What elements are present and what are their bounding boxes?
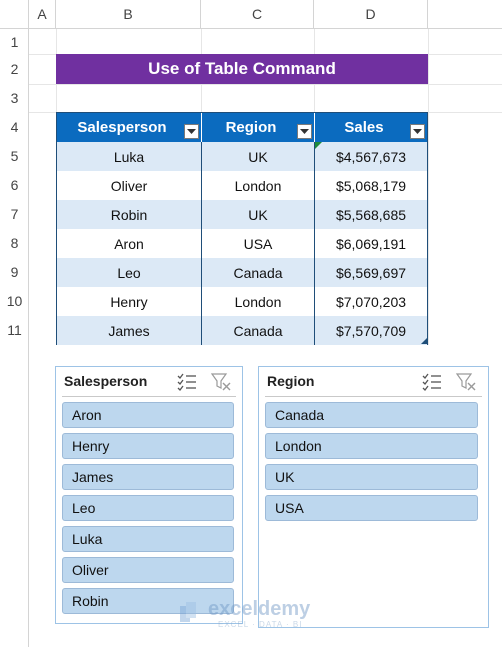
table-cell[interactable]: $4,567,673: [315, 142, 427, 171]
column-header-a[interactable]: A: [29, 0, 56, 28]
slicer-item[interactable]: James: [62, 464, 234, 490]
row-label: 6: [10, 176, 19, 193]
table-cell[interactable]: Canada: [202, 316, 315, 345]
slicer-salesperson[interactable]: Salesperson Aron Henry James Leo Luka Ol…: [55, 366, 243, 624]
clear-filter-icon[interactable]: [456, 373, 476, 391]
table-cell[interactable]: Aron: [57, 229, 202, 258]
column-header-bar: [0, 0, 502, 29]
row-label: 10: [6, 292, 23, 309]
slicer-item[interactable]: Leo: [62, 495, 234, 521]
row-header-3[interactable]: 3: [0, 84, 29, 112]
column-label: B: [123, 6, 133, 22]
table-cell[interactable]: UK: [202, 200, 315, 229]
table-resize-handle-icon[interactable]: [421, 338, 427, 344]
header-label: Region: [225, 119, 277, 136]
watermark-brand: exceldemy: [208, 598, 311, 620]
slicer-item[interactable]: Canada: [265, 402, 478, 428]
table-cell[interactable]: Leo: [57, 258, 202, 287]
table-cell[interactable]: $6,069,191: [315, 229, 427, 258]
header-sales[interactable]: Sales: [315, 113, 427, 142]
row-header-11[interactable]: 11: [0, 315, 29, 345]
row-label: 11: [7, 322, 22, 338]
column-header-d[interactable]: D: [314, 0, 428, 28]
table-cell[interactable]: James: [57, 316, 202, 345]
gridline: [428, 29, 429, 345]
table-cell[interactable]: $6,569,697: [315, 258, 427, 287]
row-header-10[interactable]: 10: [0, 286, 29, 315]
slicer-title: Region: [267, 373, 315, 389]
table-cell[interactable]: Henry: [57, 287, 202, 316]
column-label: D: [365, 6, 376, 22]
column-label: C: [251, 6, 263, 22]
row-header-6[interactable]: 6: [0, 170, 29, 199]
row-header-9[interactable]: 9: [0, 257, 29, 286]
slicer-item[interactable]: Henry: [62, 433, 234, 459]
slicer-item[interactable]: Robin: [62, 588, 234, 614]
select-all-corner[interactable]: [0, 0, 29, 28]
row-header-5[interactable]: 5: [0, 141, 29, 170]
slicer-item[interactable]: USA: [265, 495, 478, 521]
column-label: A: [37, 6, 47, 22]
slicer-item[interactable]: Aron: [62, 402, 234, 428]
header-label: Salesperson: [77, 119, 167, 136]
table-cell[interactable]: $7,070,203: [315, 287, 427, 316]
row-header-4[interactable]: 4: [0, 112, 29, 141]
row-header-1[interactable]: 1: [0, 29, 29, 54]
row-label: 8: [10, 234, 19, 251]
column-header-c[interactable]: C: [201, 0, 314, 28]
table-cell[interactable]: $5,068,179: [315, 171, 427, 200]
multi-select-icon[interactable]: [177, 373, 197, 391]
data-table: Salesperson Region Sales Luka UK $4,567,…: [56, 112, 428, 345]
row-header-2[interactable]: 2: [0, 54, 29, 84]
slicer-divider: [265, 396, 482, 397]
row-label: 4: [10, 118, 19, 135]
table-cell[interactable]: $7,570,709: [315, 316, 427, 345]
exceldemy-logo-icon: [180, 602, 196, 622]
error-indicator-icon: [315, 142, 322, 149]
header-region[interactable]: Region: [202, 113, 315, 142]
slicer-title: Salesperson: [64, 373, 148, 389]
table-cell[interactable]: Oliver: [57, 171, 202, 200]
header-label: Sales: [344, 119, 384, 136]
slicer-item[interactable]: London: [265, 433, 478, 459]
row-header-7[interactable]: 7: [0, 199, 29, 228]
slicer-divider: [62, 396, 236, 397]
row-label: 5: [10, 147, 19, 164]
slicer-item[interactable]: Oliver: [62, 557, 234, 583]
multi-select-icon[interactable]: [422, 373, 442, 391]
gridline: [29, 84, 502, 85]
table-cell[interactable]: USA: [202, 229, 315, 258]
slicer-item[interactable]: UK: [265, 464, 478, 490]
watermark: exceldemy EXCEL · DATA · BI: [178, 598, 328, 632]
table-cell[interactable]: Canada: [202, 258, 315, 287]
row-label: 9: [10, 263, 19, 280]
row-label: 7: [10, 205, 19, 222]
row-label: 2: [10, 61, 19, 77]
slicer-item[interactable]: Luka: [62, 526, 234, 552]
filter-dropdown-icon[interactable]: [297, 124, 312, 139]
row-label: 3: [10, 90, 19, 106]
watermark-tagline: EXCEL · DATA · BI: [218, 620, 303, 629]
filter-dropdown-icon[interactable]: [410, 124, 425, 139]
table-cell[interactable]: UK: [202, 142, 315, 171]
clear-filter-icon[interactable]: [211, 373, 231, 391]
row-label: 1: [10, 33, 19, 50]
table-cell[interactable]: Robin: [57, 200, 202, 229]
table-cell[interactable]: London: [202, 171, 315, 200]
column-header-b[interactable]: B: [56, 0, 201, 28]
table-cell[interactable]: London: [202, 287, 315, 316]
row-header-8[interactable]: 8: [0, 228, 29, 257]
filter-dropdown-icon[interactable]: [184, 124, 199, 139]
header-salesperson[interactable]: Salesperson: [57, 113, 202, 142]
page-title[interactable]: Use of Table Command: [56, 54, 428, 84]
table-cell[interactable]: Luka: [57, 142, 202, 171]
row-header-strip: [0, 29, 29, 647]
table-cell[interactable]: $5,568,685: [315, 200, 427, 229]
slicer-region[interactable]: Region Canada London UK USA: [258, 366, 489, 628]
